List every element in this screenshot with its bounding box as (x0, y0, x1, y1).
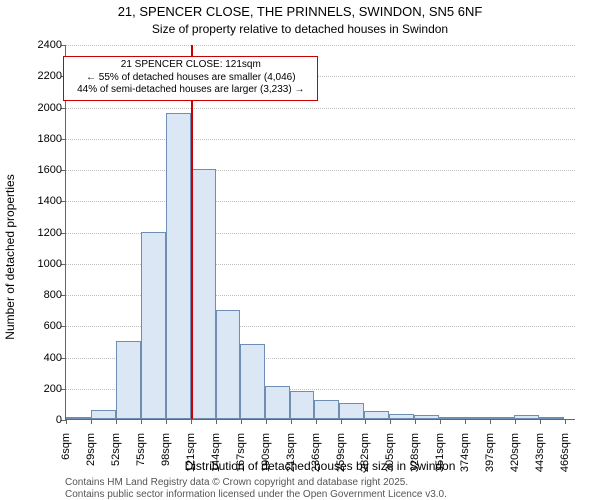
xtick-label: 6sqm (60, 433, 72, 483)
histogram-bar (314, 400, 339, 419)
gridline (66, 45, 575, 46)
xtick-mark (291, 419, 292, 424)
annotation-box: 21 SPENCER CLOSE: 121sqm← 55% of detache… (63, 56, 318, 101)
ytick-label: 1000 (24, 258, 62, 270)
xtick-mark (191, 419, 192, 424)
xtick-mark (216, 419, 217, 424)
histogram-bar (116, 341, 141, 419)
xtick-mark (241, 419, 242, 424)
xtick-mark (465, 419, 466, 424)
ytick-label: 600 (24, 320, 62, 332)
marker-line (191, 45, 193, 419)
xtick-label: 443sqm (534, 433, 546, 483)
xtick-mark (490, 419, 491, 424)
chart-title: 21, SPENCER CLOSE, THE PRINNELS, SWINDON… (0, 4, 600, 19)
histogram-bar (91, 410, 116, 419)
histogram-bar (464, 417, 489, 419)
xtick-mark (166, 419, 167, 424)
xtick-label: 420sqm (509, 433, 521, 483)
xtick-mark (415, 419, 416, 424)
gridline (66, 108, 575, 109)
xtick-label: 190sqm (260, 433, 272, 483)
histogram-bar (339, 403, 364, 419)
histogram-bar (290, 391, 315, 419)
ytick-label: 1800 (24, 133, 62, 145)
xtick-mark (390, 419, 391, 424)
xtick-label: 466sqm (559, 433, 571, 483)
gridline (66, 201, 575, 202)
xtick-mark (116, 419, 117, 424)
xtick-label: 121sqm (185, 433, 197, 483)
x-axis-label: Distribution of detached houses by size … (65, 459, 575, 473)
footer-line-2: Contains public sector information licen… (65, 489, 447, 500)
xtick-mark (316, 419, 317, 424)
xtick-mark (515, 419, 516, 424)
gridline (66, 139, 575, 140)
xtick-label: 98sqm (160, 433, 172, 483)
histogram-bar (364, 411, 389, 419)
gridline (66, 170, 575, 171)
histogram-bar (166, 113, 191, 419)
ytick-label: 400 (24, 352, 62, 364)
xtick-label: 213sqm (285, 433, 297, 483)
xtick-mark (565, 419, 566, 424)
ytick-label: 2200 (24, 70, 62, 82)
xtick-label: 374sqm (459, 433, 471, 483)
xtick-mark (266, 419, 267, 424)
ytick-label: 800 (24, 289, 62, 301)
chart-root: 21, SPENCER CLOSE, THE PRINNELS, SWINDON… (0, 0, 600, 500)
y-axis-label: Number of detached properties (3, 174, 17, 339)
xtick-label: 144sqm (210, 433, 222, 483)
plot-area: 0200400600800100012001400160018002000220… (65, 45, 575, 420)
histogram-bar (265, 386, 290, 419)
histogram-bar (439, 417, 464, 419)
histogram-bar (514, 415, 539, 419)
histogram-bar (414, 415, 439, 419)
xtick-label: 397sqm (484, 433, 496, 483)
histogram-bar (489, 417, 514, 419)
histogram-bar (191, 169, 216, 419)
annotation-line: ← 55% of detached houses are smaller (4,… (69, 72, 312, 85)
xtick-label: 29sqm (85, 433, 97, 483)
xtick-label: 259sqm (335, 433, 347, 483)
ytick-label: 1200 (24, 227, 62, 239)
histogram-bar (66, 417, 91, 419)
xtick-mark (91, 419, 92, 424)
xtick-label: 52sqm (110, 433, 122, 483)
ytick-label: 1600 (24, 164, 62, 176)
xtick-mark (141, 419, 142, 424)
footer-line-1: Contains HM Land Registry data © Crown c… (65, 477, 408, 488)
xtick-mark (66, 419, 67, 424)
histogram-bar (389, 414, 414, 419)
chart-subtitle: Size of property relative to detached ho… (0, 22, 600, 36)
xtick-mark (341, 419, 342, 424)
ytick-label: 200 (24, 383, 62, 395)
xtick-label: 75sqm (135, 433, 147, 483)
histogram-bar (240, 344, 265, 419)
xtick-label: 328sqm (409, 433, 421, 483)
xtick-label: 305sqm (384, 433, 396, 483)
ytick-label: 1400 (24, 195, 62, 207)
xtick-mark (440, 419, 441, 424)
xtick-label: 167sqm (235, 433, 247, 483)
histogram-bar (216, 310, 240, 419)
ytick-label: 2000 (24, 102, 62, 114)
xtick-mark (540, 419, 541, 424)
ytick-label: 0 (24, 414, 62, 426)
histogram-bar (539, 417, 564, 419)
xtick-label: 282sqm (359, 433, 371, 483)
annotation-line: 44% of semi-detached houses are larger (… (69, 84, 312, 97)
xtick-label: 351sqm (434, 433, 446, 483)
histogram-bar (141, 232, 166, 420)
annotation-line: 21 SPENCER CLOSE: 121sqm (69, 59, 312, 72)
ytick-label: 2400 (24, 39, 62, 51)
xtick-mark (365, 419, 366, 424)
xtick-label: 236sqm (310, 433, 322, 483)
